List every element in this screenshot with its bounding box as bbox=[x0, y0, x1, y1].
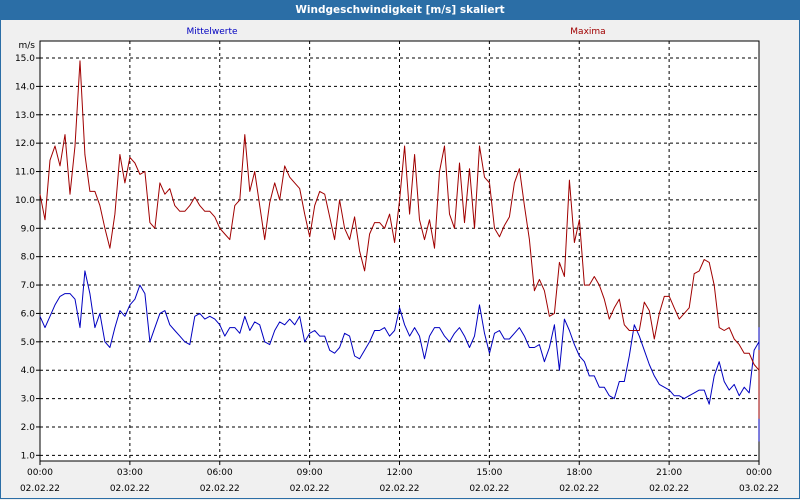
y-tick-label: 15.0 bbox=[15, 54, 35, 64]
y-tick-label: 13.0 bbox=[15, 111, 35, 121]
y-tick-label: 8.0 bbox=[21, 253, 36, 263]
y-tick-label: 5.0 bbox=[21, 338, 36, 348]
y-tick-label: 6.0 bbox=[21, 309, 36, 319]
x-tick-date: 02.02.22 bbox=[649, 484, 689, 494]
x-tick-time: 21:00 bbox=[656, 468, 682, 478]
x-tick-time: 06:00 bbox=[207, 468, 233, 478]
x-tick-time: 15:00 bbox=[476, 468, 502, 478]
x-tick-date: 02.02.22 bbox=[20, 484, 60, 494]
y-tick-label: 12.0 bbox=[15, 139, 35, 149]
y-tick-label: 11.0 bbox=[15, 168, 35, 178]
x-tick-time: 12:00 bbox=[387, 468, 413, 478]
x-tick-date: 02.02.22 bbox=[379, 484, 419, 494]
y-tick-label: 4.0 bbox=[21, 366, 36, 376]
x-tick-time: 00:00 bbox=[746, 468, 772, 478]
y-tick-label: 2.0 bbox=[21, 423, 36, 433]
x-tick-date: 02.02.22 bbox=[110, 484, 150, 494]
x-tick-date: 02.02.22 bbox=[469, 484, 509, 494]
x-tick-date: 02.02.22 bbox=[559, 484, 599, 494]
x-tick-time: 18:00 bbox=[566, 468, 592, 478]
x-tick-time: 00:00 bbox=[27, 468, 53, 478]
y-tick-label: 9.0 bbox=[21, 224, 36, 234]
x-tick-date: 02.02.22 bbox=[290, 484, 330, 494]
x-tick-time: 03:00 bbox=[117, 468, 143, 478]
y-tick-label: 10.0 bbox=[15, 196, 35, 206]
y-tick-label: 1.0 bbox=[21, 451, 36, 461]
y-tick-label: 7.0 bbox=[21, 281, 36, 291]
series-line-maxima bbox=[39, 60, 760, 419]
x-tick-date: 03.02.22 bbox=[739, 484, 779, 494]
y-axis-unit: m/s bbox=[19, 41, 36, 51]
chart-title: Windgeschwindigkeit [m/s] skaliert bbox=[295, 4, 505, 16]
chart-title-bar: Windgeschwindigkeit [m/s] skaliert bbox=[0, 0, 800, 20]
y-tick-label: 14.0 bbox=[15, 82, 35, 92]
legend-label-mittelwerte: Mittelwerte bbox=[186, 27, 237, 37]
legend-label-maxima: Maxima bbox=[570, 27, 605, 37]
x-tick-date: 02.02.22 bbox=[200, 484, 240, 494]
y-tick-label: 3.0 bbox=[21, 395, 36, 405]
x-tick-time: 09:00 bbox=[297, 468, 323, 478]
